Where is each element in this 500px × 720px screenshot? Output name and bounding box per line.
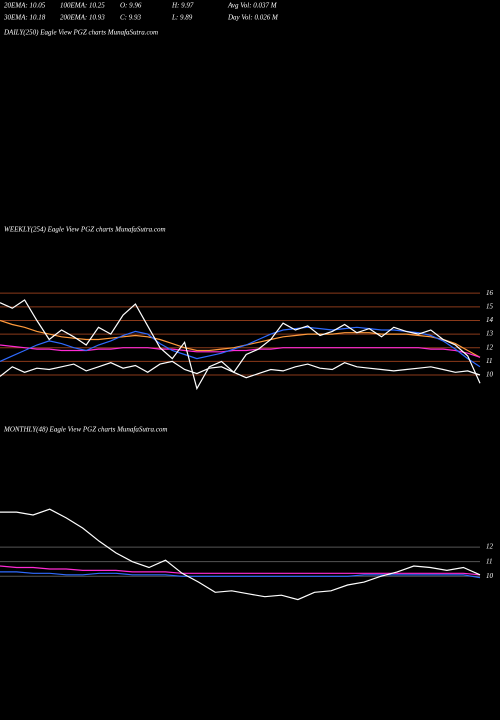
y-tick-label: 12 <box>486 543 494 551</box>
y-tick-label: 12 <box>486 343 494 351</box>
panel-title: MONTHLY(48) Eagle View PGZ charts Munafa… <box>3 426 167 434</box>
panel-title: DAILY(250) Eagle View PGZ charts MunafaS… <box>3 29 158 37</box>
series-line <box>0 508 481 601</box>
series-line <box>0 299 481 391</box>
stat-label: Avg Vol: 0.037 M <box>227 2 278 10</box>
stat-label: 30EMA: 10.18 <box>3 14 46 22</box>
stat-label: C: 9.93 <box>120 14 142 22</box>
y-tick-label: 16 <box>486 289 494 297</box>
series-line <box>0 360 481 379</box>
y-tick-label: 11 <box>486 357 492 365</box>
series-line <box>0 565 481 576</box>
stat-label: Day Vol: 0.026 M <box>227 14 279 22</box>
series-line <box>0 344 481 358</box>
stat-label: 100EMA: 10.25 <box>60 2 105 10</box>
series-line <box>0 319 481 358</box>
stat-label: 20EMA: 10.05 <box>4 2 46 10</box>
y-tick-label: 15 <box>486 302 494 310</box>
y-tick-label: 14 <box>486 316 494 324</box>
y-tick-label: 11 <box>486 557 492 565</box>
y-tick-label: 10 <box>486 572 494 580</box>
stat-label: 200EMA: 10.93 <box>60 14 105 22</box>
y-tick-label: 10 <box>486 371 494 379</box>
series-line <box>0 571 481 579</box>
stat-label: L: 9.89 <box>171 14 193 22</box>
panel-title: WEEKLY(254) Eagle View PGZ charts Munafa… <box>4 226 166 234</box>
stat-label: O: 9.96 <box>120 2 142 10</box>
series-line <box>0 326 481 368</box>
y-tick-label: 13 <box>486 330 494 338</box>
stat-label: H: 9.97 <box>171 2 194 10</box>
